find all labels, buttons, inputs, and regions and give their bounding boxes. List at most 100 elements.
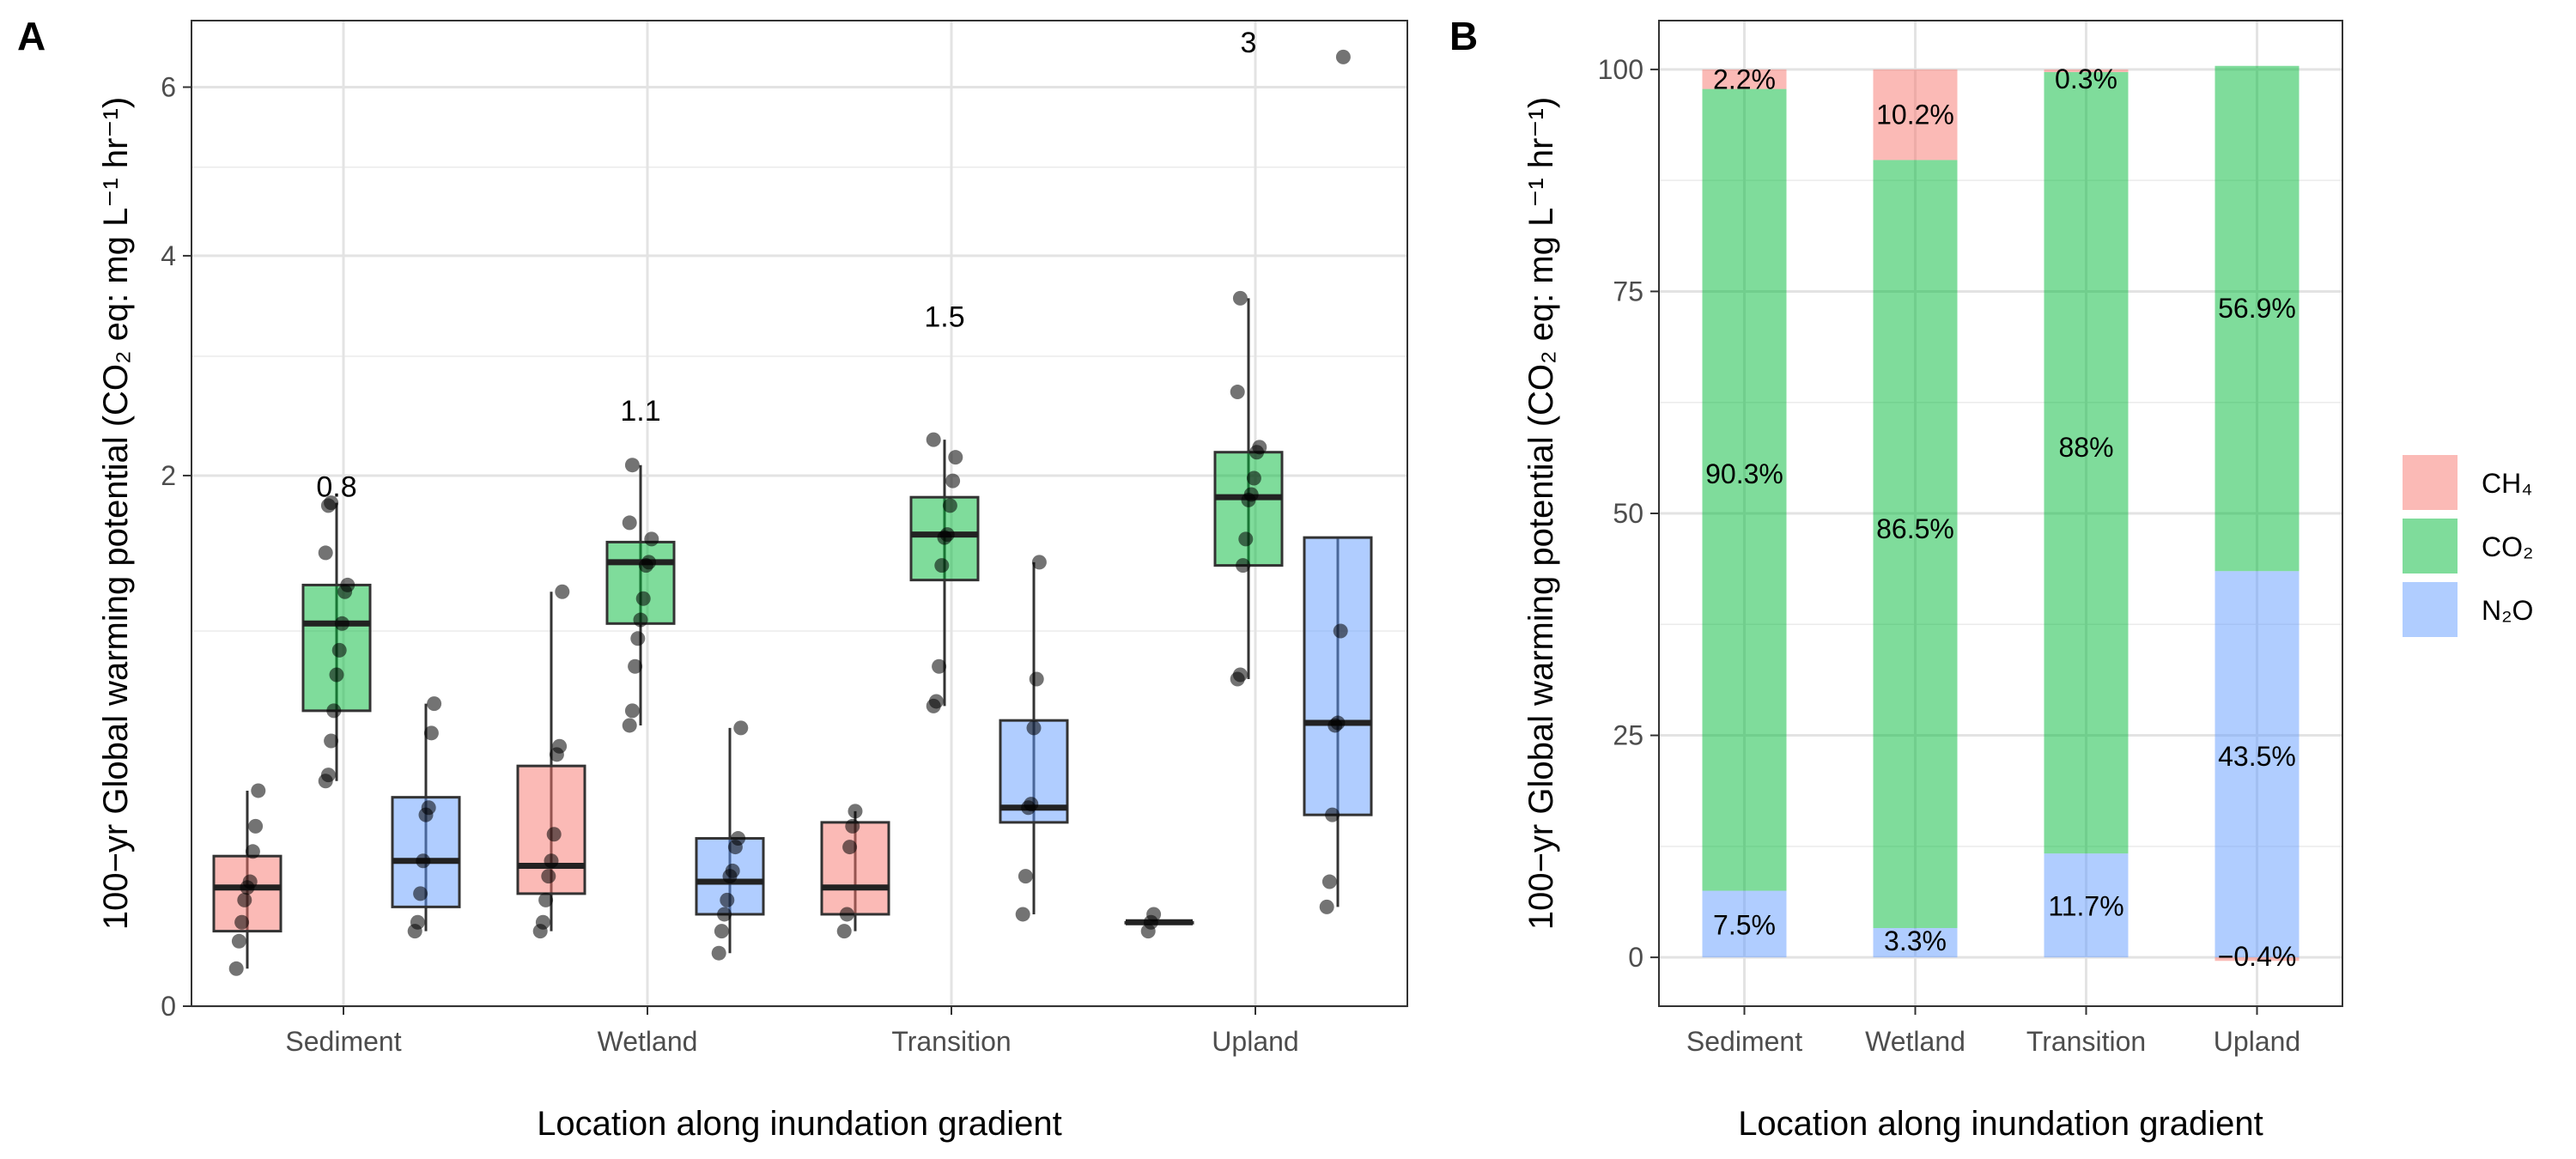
point-ch4-transition: [848, 804, 863, 819]
panel-a-marks: 0.8 1.1 1.5 3: [212, 27, 1373, 976]
point-n2o-upland: [1330, 715, 1346, 731]
point-n2o-sediment: [423, 725, 439, 741]
point-co2-transition: [932, 658, 947, 674]
point-co2-transition: [948, 450, 963, 465]
data-label-co2-wetland: 86.5%: [1876, 513, 1954, 544]
point-n2o-wetland: [731, 831, 746, 846]
panel-b-marks: 7.5% 90.3% 2.2% 3.3% 86.5% 10.2% 11.7% 88% 0.3% 4…: [1702, 64, 2300, 972]
legend-label-ch4: CH₄: [2482, 468, 2532, 499]
bar-segment-co2-transition: [2044, 71, 2129, 854]
point-co2-transition: [934, 558, 950, 573]
point-n2o-wetland: [711, 945, 726, 961]
data-label-ch4-transition: 0.3%: [2055, 64, 2117, 94]
y-tick-label: 0: [1628, 942, 1643, 973]
point-co2-upland: [1243, 487, 1259, 502]
data-label-n2o-transition: 11.7%: [2048, 891, 2123, 922]
bar-segment-n2o-upland: [2215, 571, 2300, 958]
point-ch4-sediment: [242, 874, 258, 889]
point-n2o-upland: [1325, 807, 1340, 822]
point-ch4-sediment: [234, 914, 250, 930]
box-co2-upland: [1213, 451, 1284, 567]
point-co2-sediment: [334, 616, 349, 631]
point-n2o-sediment: [427, 696, 442, 712]
point-ch4-upland: [1146, 907, 1162, 922]
bar-segment-ch4-transition: [2044, 69, 2129, 72]
point-ch4-wetland: [535, 914, 550, 930]
point-co2-wetland: [635, 591, 651, 606]
point-n2o-transition: [1031, 555, 1047, 570]
data-label-ch4-upland: −0.4%: [2218, 941, 2297, 972]
legend-label-n2o: N₂O: [2482, 595, 2533, 626]
panel-a-y-axis-label: 100−yr Global warming potential (CO₂ eq:…: [97, 97, 135, 930]
point-n2o-wetland: [725, 863, 740, 878]
y-tick-label: 50: [1613, 498, 1643, 529]
point-co2-sediment: [320, 768, 336, 783]
point-n2o-wetland: [720, 892, 735, 907]
point-ch4-transition: [845, 818, 860, 834]
y-tick-label: 100: [1598, 54, 1643, 85]
x-tick-label-wetland: Wetland: [598, 1026, 698, 1057]
point-ch4-sediment: [231, 933, 246, 949]
point-co2-sediment: [324, 733, 339, 749]
point-n2o-upland: [1333, 623, 1348, 639]
point-n2o-upland: [1321, 874, 1337, 889]
data-label-ch4-sediment: 2.2%: [1713, 64, 1776, 94]
bar-segment-n2o-sediment: [1702, 890, 1787, 958]
point-co2-transition: [942, 498, 957, 513]
point-co2-upland: [1230, 385, 1245, 400]
point-co2-transition: [928, 694, 944, 709]
point-n2o-upland: [1319, 899, 1334, 914]
panel-b-y-axis-label: 100−yr Global warming potential (CO₂ eq:…: [1522, 97, 1560, 930]
point-ch4-wetland: [555, 584, 570, 599]
point-co2-transition: [945, 473, 961, 488]
box-ch4-transition: [820, 821, 890, 916]
point-co2-wetland: [641, 555, 657, 570]
point-co2-sediment: [329, 667, 344, 683]
point-ch4-sediment: [251, 783, 266, 798]
point-ch4-transition: [842, 840, 858, 855]
data-label-n2o-wetland: 3.3%: [1884, 925, 1947, 956]
point-co2-wetland: [622, 515, 637, 531]
data-label-co2-upland: 56.9%: [2218, 293, 2296, 324]
point-ch4-transition: [836, 924, 852, 939]
point-co2-wetland: [624, 703, 640, 719]
box-n2o-upland: [1303, 536, 1373, 816]
point-n2o-sediment: [416, 853, 431, 869]
point-co2-sediment: [340, 577, 355, 592]
y-tick-label: 2: [161, 460, 176, 491]
data-label-ch4-wetland: 10.2%: [1876, 100, 1954, 130]
box-n2o-sediment: [391, 796, 461, 908]
data-label-n2o-upland: 43.5%: [2218, 741, 2296, 772]
annotation-transition: 1.5: [924, 301, 964, 334]
bar-segment-ch4-upland: [2215, 957, 2300, 962]
point-co2-sediment: [318, 545, 333, 561]
panel-b-x-axis-label: Location along inundation gradient: [1738, 1105, 2263, 1143]
y-tick-label: 25: [1613, 720, 1643, 751]
legend: CH₄ CO₂ N₂O: [2401, 453, 2533, 639]
point-ch4-wetland: [538, 892, 554, 907]
legend-label-co2: CO₂: [2482, 531, 2533, 562]
data-label-co2-transition: 88%: [2058, 432, 2113, 463]
panel-b: B 7.5% 90.3% 2.2% 3.3% 86.5% 10.2% 11.7% 88% 0.3…: [1449, 14, 2533, 1143]
point-ch4-sediment: [228, 961, 244, 976]
point-n2o-transition: [1015, 907, 1030, 922]
x-tick-label-sediment: Sediment: [1686, 1026, 1802, 1057]
annotation-wetland: 1.1: [620, 395, 660, 428]
point-ch4-wetland: [552, 738, 568, 754]
point-co2-upland: [1232, 667, 1248, 683]
point-co2-wetland: [630, 631, 646, 646]
panel-a-x-axis-label: Location along inundation gradient: [537, 1105, 1062, 1143]
point-n2o-wetland: [717, 907, 732, 922]
bar-segment-n2o-wetland: [1873, 927, 1958, 958]
point-ch4-wetland: [541, 869, 556, 884]
x-tick-label-transition: Transition: [891, 1026, 1011, 1057]
x-tick-label-wetland: Wetland: [1865, 1026, 1965, 1057]
panel-b-axes: 0 25 50 75 100 Sediment Wetland Transition Uplan…: [1598, 54, 2301, 1057]
x-tick-label-upland: Upland: [1212, 1026, 1298, 1057]
x-tick-label-transition: Transition: [2026, 1026, 2146, 1057]
point-n2o-transition: [1029, 671, 1044, 687]
y-tick-label: 75: [1613, 276, 1643, 306]
bar-segment-ch4-wetland: [1873, 69, 1958, 161]
data-label-n2o-sediment: 7.5%: [1713, 909, 1776, 940]
